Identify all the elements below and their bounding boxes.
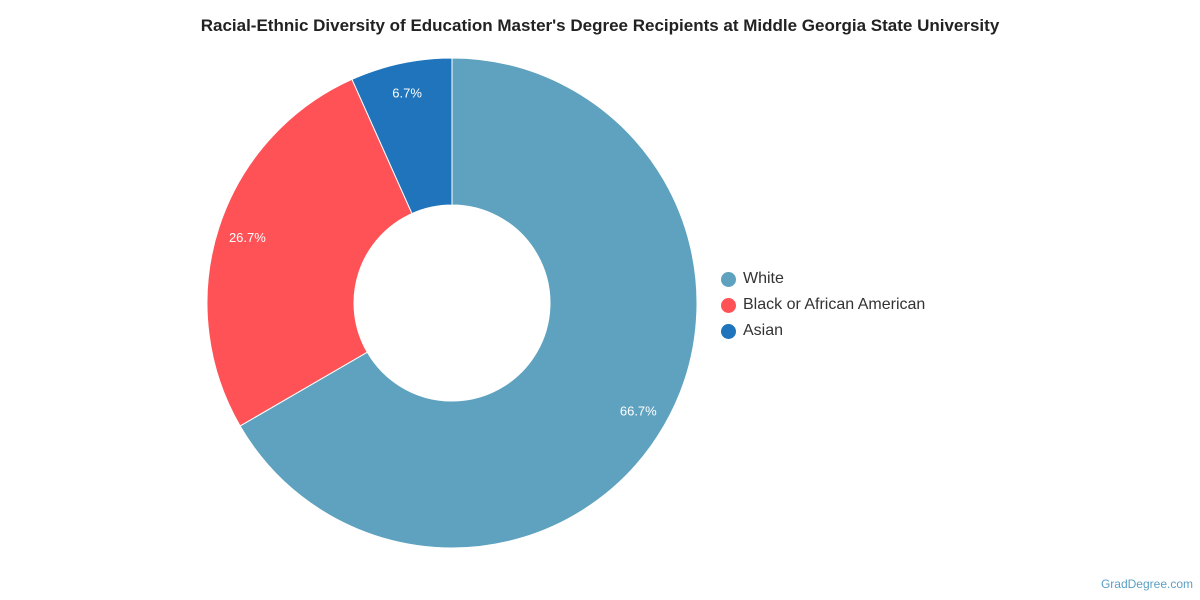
data-label-asian: 6.7%: [392, 86, 422, 101]
legend-swatch-black-or-african-american: [721, 297, 736, 313]
slice-black-or-african-american[interactable]: [206, 78, 413, 427]
slice-asian[interactable]: [351, 57, 453, 215]
legend-label-asian: Asian: [743, 322, 784, 339]
data-label-white: 66.7%: [620, 403, 657, 418]
legend-swatch-white: [721, 271, 736, 287]
legend-item-white[interactable]: White: [721, 266, 925, 292]
chart-title: Racial-Ethnic Diversity of Education Mas…: [200, 16, 1000, 35]
legend-item-asian[interactable]: Asian: [721, 318, 925, 344]
legend: White Black or African American Asian: [721, 266, 925, 344]
legend-label-white: White: [743, 270, 784, 287]
legend-label-black-or-african-american: Black or African American: [743, 296, 926, 313]
legend-swatch-asian: [721, 323, 736, 339]
slice-white[interactable]: [239, 57, 698, 549]
source-credit[interactable]: GradDegree.com: [1100, 577, 1193, 591]
data-label-black-or-african-american: 26.7%: [229, 230, 266, 245]
legend-item-black-or-african-american[interactable]: Black or African American: [721, 292, 925, 318]
